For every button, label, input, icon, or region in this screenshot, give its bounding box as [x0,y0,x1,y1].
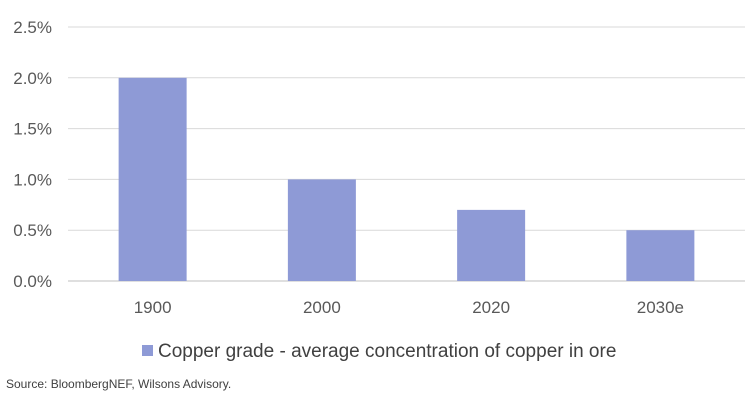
bars [118,77,695,281]
bar-2000 [287,179,356,281]
x-tick-label: 2030e [637,298,684,317]
y-axis-ticks: 0.0% 0.5% 1.0% 1.5% 2.0% 2.5% [13,18,52,291]
x-tick-label: 2000 [303,298,341,317]
bar-chart: 0.0% 0.5% 1.0% 1.5% 2.0% 2.5% 1900 2000 2020 203… [13,18,745,362]
bar-2030e [626,230,695,281]
legend-label: Copper grade - average concentration of … [158,341,616,362]
y-tick-label: 1.0% [13,170,52,189]
x-axis-ticks: 1900 2000 2020 2030e [134,298,684,317]
y-tick-label: 0.0% [13,272,52,291]
y-tick-label: 2.0% [13,69,52,88]
x-tick-label: 2020 [472,298,510,317]
x-tick-label: 1900 [134,298,172,317]
y-tick-label: 1.5% [13,120,52,139]
bar-2020 [457,209,526,281]
bar-1900 [118,77,187,281]
legend: Copper grade - average concentration of … [142,341,616,362]
y-tick-label: 0.5% [13,221,52,240]
legend-swatch [142,345,153,356]
y-tick-label: 2.5% [13,18,52,37]
source-note: Source: BloombergNEF, Wilsons Advisory. [6,377,232,391]
